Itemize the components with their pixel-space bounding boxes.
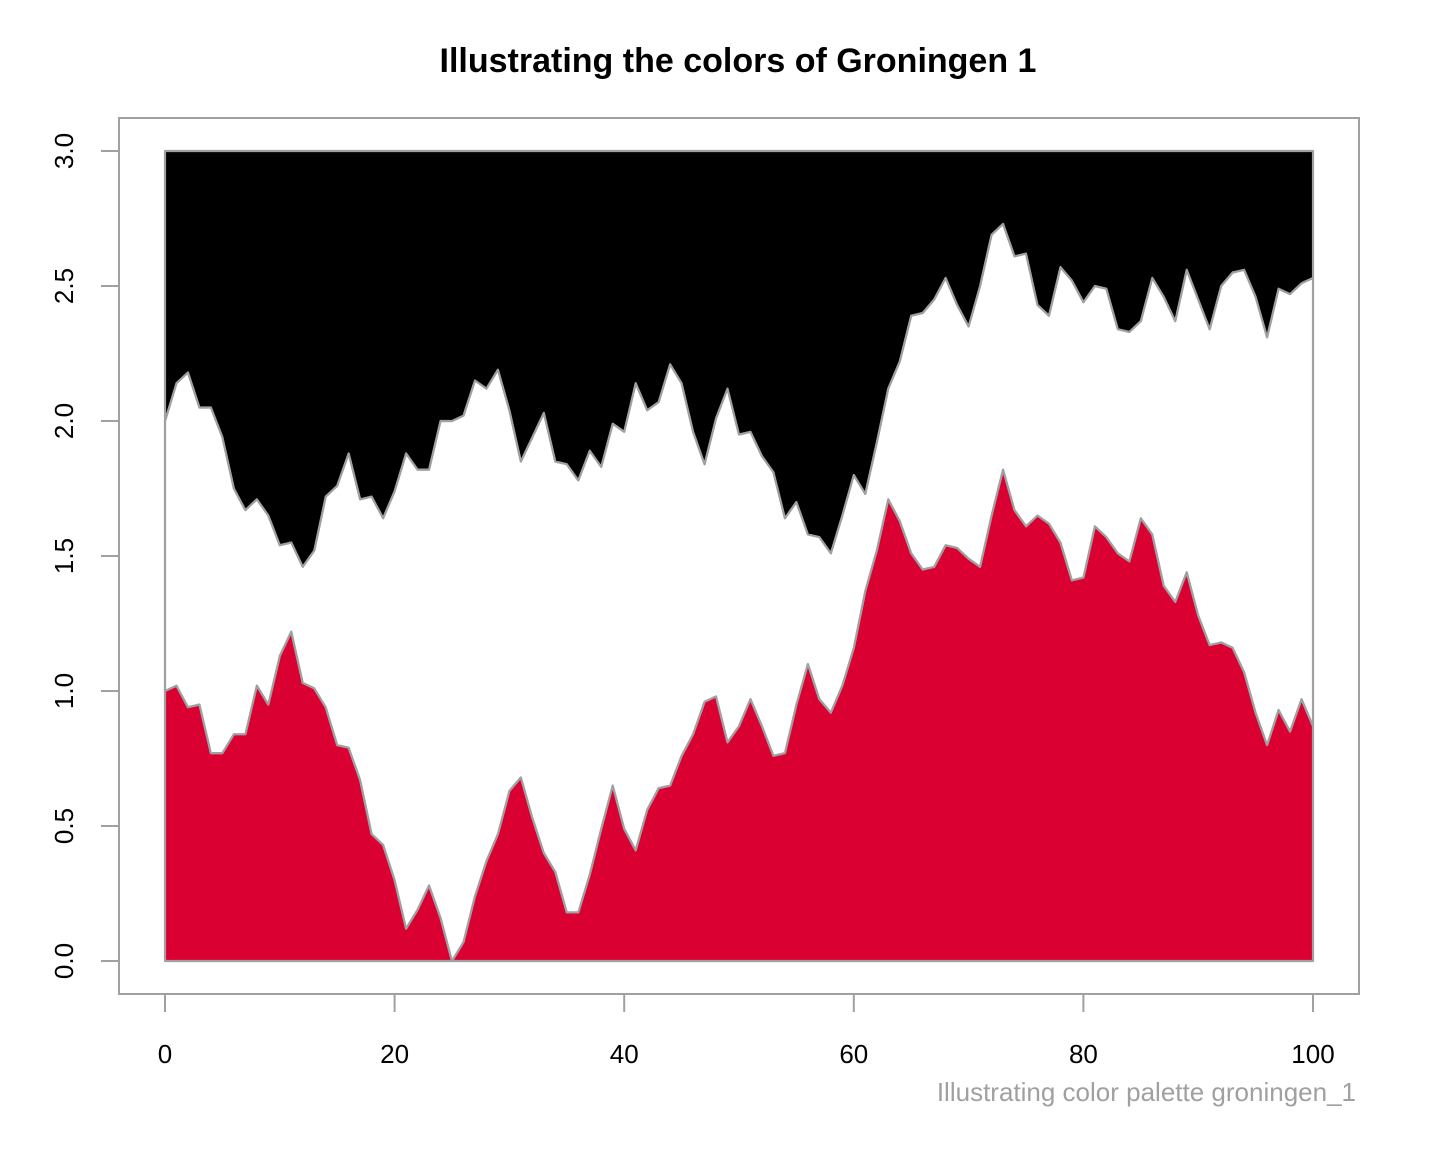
x-tick-label: 20 <box>380 1039 409 1069</box>
x-tick-label: 40 <box>610 1039 639 1069</box>
y-tick-label: 0.0 <box>49 943 79 979</box>
x-tick-label: 100 <box>1291 1039 1334 1069</box>
x-axis: 0 20 40 60 80 100 <box>158 993 1335 1069</box>
y-tick-label: 2.0 <box>49 403 79 439</box>
y-tick-label: 1.5 <box>49 538 79 574</box>
x-tick-label: 60 <box>839 1039 868 1069</box>
chart-title: Illustrating the colors of Groningen 1 <box>440 42 1037 80</box>
y-tick-label: 0.5 <box>49 808 79 844</box>
chart-subtitle: Illustrating color palette groningen_1 <box>937 1077 1356 1107</box>
y-axis: 0.0 0.5 1.0 1.5 2.0 2.5 3.0 <box>49 133 120 979</box>
area-band-3 <box>163 149 1315 568</box>
y-tick-label: 2.5 <box>49 268 79 304</box>
x-tick-label: 80 <box>1069 1039 1098 1069</box>
y-tick-label: 1.0 <box>49 673 79 709</box>
x-tick-label: 0 <box>158 1039 172 1069</box>
stacked-areas <box>163 149 1315 963</box>
y-tick-label: 3.0 <box>49 133 79 169</box>
